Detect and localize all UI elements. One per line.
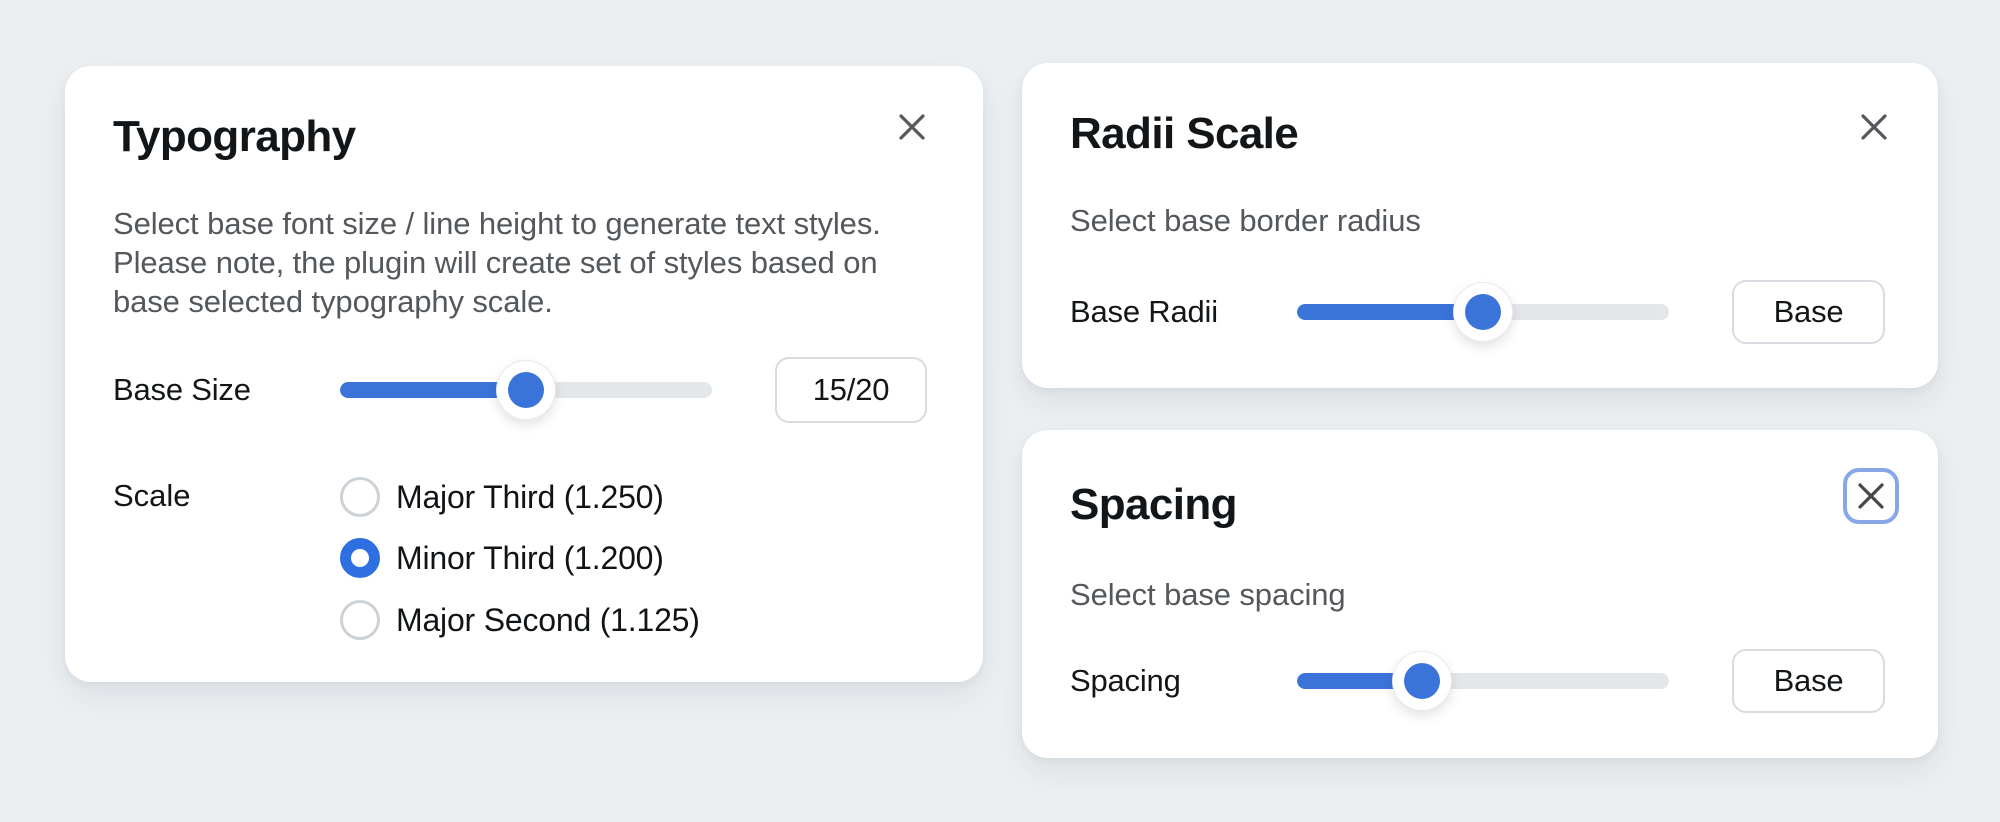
base-size-label: Base Size — [113, 372, 251, 407]
description-line: Select base font size / line height to g… — [113, 206, 881, 241]
description-line: Please note, the plugin will create set … — [113, 245, 878, 280]
base-size-slider[interactable] — [340, 357, 712, 423]
typography-card: Typography Select base font size / line … — [65, 66, 983, 682]
spacing-slider[interactable] — [1297, 648, 1669, 714]
typography-card-title: Typography — [113, 112, 356, 161]
scale-group-label: Scale — [113, 478, 191, 513]
close-icon — [899, 114, 925, 140]
radio-icon[interactable] — [340, 600, 380, 640]
radii-base-button[interactable]: Base — [1732, 280, 1885, 344]
base-radii-slider-handle[interactable] — [1454, 283, 1512, 341]
radio-option-label: Major Third (1.250) — [396, 478, 664, 515]
base-radii-row: Base Radii Base — [1022, 279, 1938, 345]
radio-option-label: Major Second (1.125) — [396, 601, 700, 638]
radii-scale-card: Radii Scale Select base border radius Ba… — [1022, 63, 1938, 388]
spacing-label: Spacing — [1070, 663, 1181, 698]
radio-option-major-third[interactable]: Major Third (1.250) — [340, 477, 664, 517]
base-size-value-box[interactable]: 15/20 — [775, 357, 927, 423]
spacing-card-title: Spacing — [1070, 480, 1238, 529]
description-line: base selected typography scale. — [113, 284, 553, 319]
spacing-close-button-focused[interactable] — [1843, 468, 1899, 524]
base-size-slider-handle[interactable] — [497, 361, 555, 419]
close-icon — [1861, 114, 1887, 140]
radio-option-minor-third[interactable]: Minor Third (1.200) — [340, 538, 664, 578]
radii-card-title: Radii Scale — [1070, 109, 1299, 158]
slider-track[interactable] — [1297, 673, 1669, 689]
spacing-row: Spacing Base — [1022, 648, 1938, 714]
base-radii-label: Base Radii — [1070, 294, 1218, 329]
slider-handle-dot — [1465, 294, 1501, 330]
spacing-base-button[interactable]: Base — [1732, 649, 1885, 713]
radio-option-label: Minor Third (1.200) — [396, 539, 664, 576]
slider-fill — [1297, 673, 1422, 689]
radio-option-major-second[interactable]: Major Second (1.125) — [340, 600, 700, 640]
radio-icon[interactable] — [340, 477, 380, 517]
slider-fill — [1297, 304, 1483, 320]
slider-fill — [340, 382, 526, 398]
radio-icon-selected[interactable] — [340, 538, 380, 578]
spacing-card: Spacing Select base spacing Spacing Base — [1022, 430, 1938, 758]
spacing-description: Select base spacing — [1070, 577, 1346, 612]
radii-description: Select base border radius — [1070, 203, 1421, 238]
typography-close-button[interactable] — [884, 99, 940, 155]
typography-description: Select base font size / line height to g… — [113, 204, 881, 321]
close-icon — [1858, 483, 1884, 509]
base-radii-slider[interactable] — [1297, 279, 1669, 345]
slider-handle-dot — [1403, 663, 1440, 699]
slider-handle-dot — [508, 372, 544, 408]
base-size-row: Base Size 15/20 — [65, 357, 983, 423]
spacing-slider-handle[interactable] — [1392, 652, 1451, 710]
radii-close-button[interactable] — [1846, 99, 1902, 155]
